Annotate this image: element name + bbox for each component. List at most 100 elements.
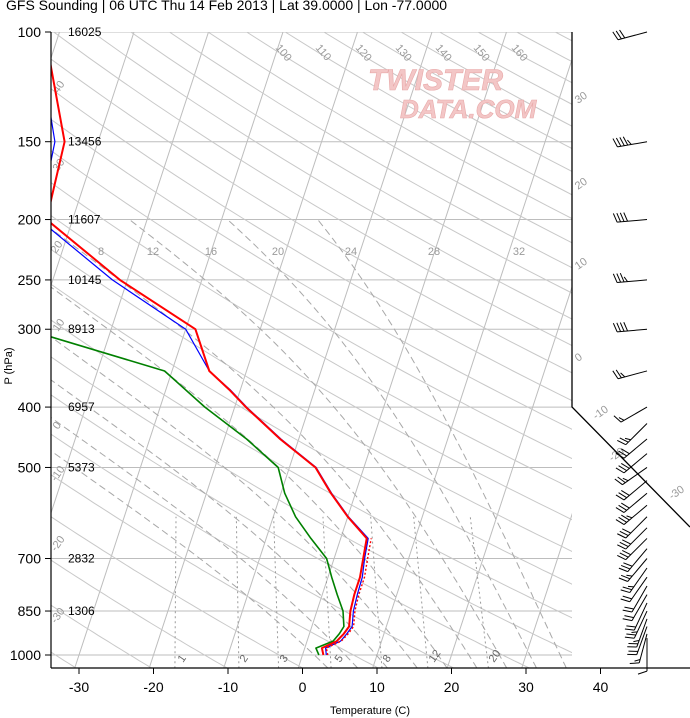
isotherm-line: [671, 32, 690, 668]
wind-barb-feather: [618, 465, 627, 472]
dry-adiabat: [284, 32, 572, 196]
wind-barb: [617, 516, 648, 539]
wind-barb: [617, 527, 648, 550]
wind-barb-feather: [615, 519, 625, 525]
dry-adiabat: [51, 248, 572, 553]
wind-barb-feather: [621, 462, 630, 469]
pressure-tick-label: 100: [18, 24, 42, 40]
wind-barb-feather: [617, 554, 627, 561]
wind-barb-feather: [618, 417, 625, 421]
wind-barb: [612, 369, 648, 380]
isotherm-line: [51, 32, 135, 288]
isotherm-line: [446, 285, 572, 668]
wind-barb-feather: [612, 370, 619, 379]
watermark-line-2: DATA.COM: [400, 94, 538, 124]
height-label: 10145: [68, 273, 102, 287]
isotherm-label: 160: [509, 42, 530, 64]
height-label: 2832: [68, 551, 95, 565]
wind-barb-feather: [616, 273, 622, 283]
wind-barb-feather: [622, 477, 629, 482]
wind-barb-staff: [625, 527, 648, 550]
wind-barb: [624, 602, 648, 631]
wind-barb-feather: [622, 586, 632, 591]
pressure-tick-label: 300: [18, 321, 42, 337]
wind-barb-feather: [618, 504, 627, 511]
mixing-ratio-label: 12: [427, 648, 444, 665]
moist-adiabat: [51, 286, 448, 668]
wind-barb-staff: [629, 576, 648, 603]
axes-layer: 1001502002503004005007008501000160251345…: [10, 24, 609, 695]
wind-barb-feather: [619, 530, 629, 536]
dry-adiabat: [477, 32, 572, 84]
wind-barb-feather: [634, 659, 641, 662]
y-axis-title: P (hPa): [3, 347, 15, 384]
height-label: 6957: [68, 400, 95, 414]
wind-barb-feather: [613, 415, 622, 423]
moist-adiabat: [51, 228, 478, 668]
saturation-adiabat-label: 12: [147, 246, 159, 258]
dry-adiabat: [51, 58, 572, 374]
wind-barb-feather: [619, 552, 629, 558]
pressure-tick-label: 850: [18, 603, 42, 619]
wind-barb-feather: [619, 29, 626, 39]
height-label: 8913: [68, 322, 95, 336]
wind-barb: [615, 504, 648, 525]
wind-barb-feather: [618, 577, 628, 582]
mixing-ratio-line: [370, 516, 383, 668]
dry-adiabat: [400, 32, 572, 127]
wind-barb-feather: [612, 273, 618, 283]
wind-barb-staff: [629, 567, 648, 593]
dry-adiabat: [51, 182, 572, 490]
temperature-tick-label: 20: [444, 679, 460, 695]
wind-barb: [615, 492, 648, 513]
wind-barb-feather: [612, 138, 618, 148]
wind-barb-feather: [621, 502, 630, 509]
dry-adiabat: [51, 214, 572, 521]
wind-barb-staff: [623, 453, 648, 474]
mixing-ratio-label: 2: [238, 653, 251, 665]
wind-barb-staff: [636, 618, 648, 648]
wind-barb-feather: [612, 31, 619, 41]
wind-barb-feather: [621, 448, 630, 455]
wind-barb-staff: [622, 467, 648, 486]
wind-barb-feather: [624, 628, 635, 631]
mixing-ratio-label: 3: [278, 653, 291, 665]
pressure-tick-label: 700: [18, 550, 42, 566]
wind-barb: [617, 423, 648, 446]
mixing-ratio-line: [469, 516, 489, 668]
mixing-ratio-label: 1: [176, 653, 189, 665]
pressure-tick-label: 200: [18, 212, 42, 228]
wind-barb-staff: [631, 585, 648, 613]
dry-adiabat: [0, 32, 1, 668]
dry-adiabat: [51, 283, 572, 585]
wind-barb-staff: [617, 328, 648, 333]
wind-barb-feather: [619, 322, 625, 332]
height-label: 1306: [68, 604, 95, 618]
temperature-tick-label: 30: [518, 679, 534, 695]
wind-barb: [624, 610, 648, 639]
saturation-adiabat-label: 16: [205, 246, 217, 258]
isotherm-line: [74, 32, 284, 668]
wind-barb-feather: [620, 589, 630, 594]
wind-barb-feather: [623, 562, 633, 567]
wind-barb-staff: [623, 480, 648, 501]
height-label: 11607: [68, 213, 101, 227]
wind-barb-feather: [619, 273, 625, 283]
dry-adiabat: [51, 433, 455, 668]
wind-barb-feather: [622, 618, 633, 622]
height-label: 13456: [68, 135, 102, 149]
temperature-tick-label: -30: [69, 679, 89, 695]
wind-barb-feather: [617, 544, 627, 550]
moist-adiabat: [128, 219, 508, 668]
plot-frame: [50, 32, 690, 669]
grid-layer: [0, 32, 690, 668]
wind-barb-feather: [626, 515, 633, 519]
dry-adiabat: [207, 32, 572, 244]
dry-adiabat-label: 10: [573, 256, 590, 273]
isotherm-label: 100: [273, 42, 294, 64]
wind-barb: [614, 467, 648, 486]
wind-barb-staff: [620, 406, 648, 423]
wind-barb-staff: [623, 504, 648, 525]
saturation-adiabat-label: 8: [98, 246, 104, 258]
